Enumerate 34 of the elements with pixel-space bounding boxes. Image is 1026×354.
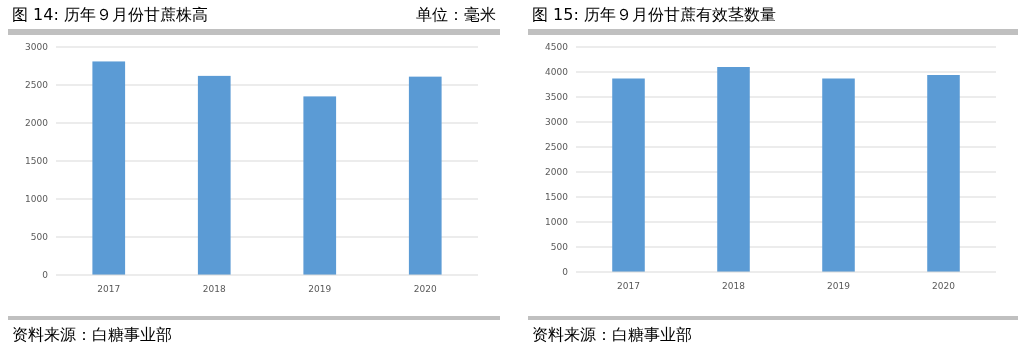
y-tick-label: 4000 xyxy=(545,67,569,78)
x-tick-label: 2020 xyxy=(932,281,956,291)
y-tick-label: 2000 xyxy=(545,167,569,178)
y-tick-label: 1500 xyxy=(545,192,569,203)
x-tick-label: 2019 xyxy=(827,281,851,291)
y-tick-label: 2000 xyxy=(25,118,49,129)
text: 资料来源：白糖事业部 xyxy=(12,325,172,344)
y-tick-label: 1500 xyxy=(25,156,49,167)
x-tick-label: 2017 xyxy=(97,284,121,294)
x-tick-label: 2018 xyxy=(722,281,746,291)
x-tick-label: 2018 xyxy=(202,284,226,294)
text: 单位：毫米 xyxy=(416,5,496,24)
y-tick-label: 1000 xyxy=(545,217,569,228)
y-tick-label: 4500 xyxy=(545,42,569,53)
y-tick-label: 3000 xyxy=(545,117,569,128)
bar xyxy=(303,96,337,275)
y-tick-label: 0 xyxy=(42,270,49,281)
y-tick-label: 0 xyxy=(562,267,569,278)
text: 资料来源：白糖事业部 xyxy=(532,325,692,344)
bar xyxy=(197,75,231,275)
bar xyxy=(408,76,442,275)
y-tick-label: 500 xyxy=(30,232,49,243)
y-tick-label: 3500 xyxy=(545,92,569,103)
chart-title: 图 15: 历年９月份甘蔗有效茎数量 xyxy=(532,5,776,24)
y-tick-label: 500 xyxy=(550,242,569,253)
x-tick-label: 2017 xyxy=(617,281,640,291)
x-tick-label: 2019 xyxy=(308,284,332,294)
x-tick-label: 2020 xyxy=(413,284,437,294)
chart-title: 图 14: 历年９月份甘蔗株高 xyxy=(12,5,208,24)
y-tick-label: 1000 xyxy=(25,194,49,205)
y-tick-label: 2500 xyxy=(545,142,569,153)
bar xyxy=(92,61,126,275)
y-tick-label: 2500 xyxy=(25,80,49,91)
y-tick-label: 3000 xyxy=(25,42,49,53)
